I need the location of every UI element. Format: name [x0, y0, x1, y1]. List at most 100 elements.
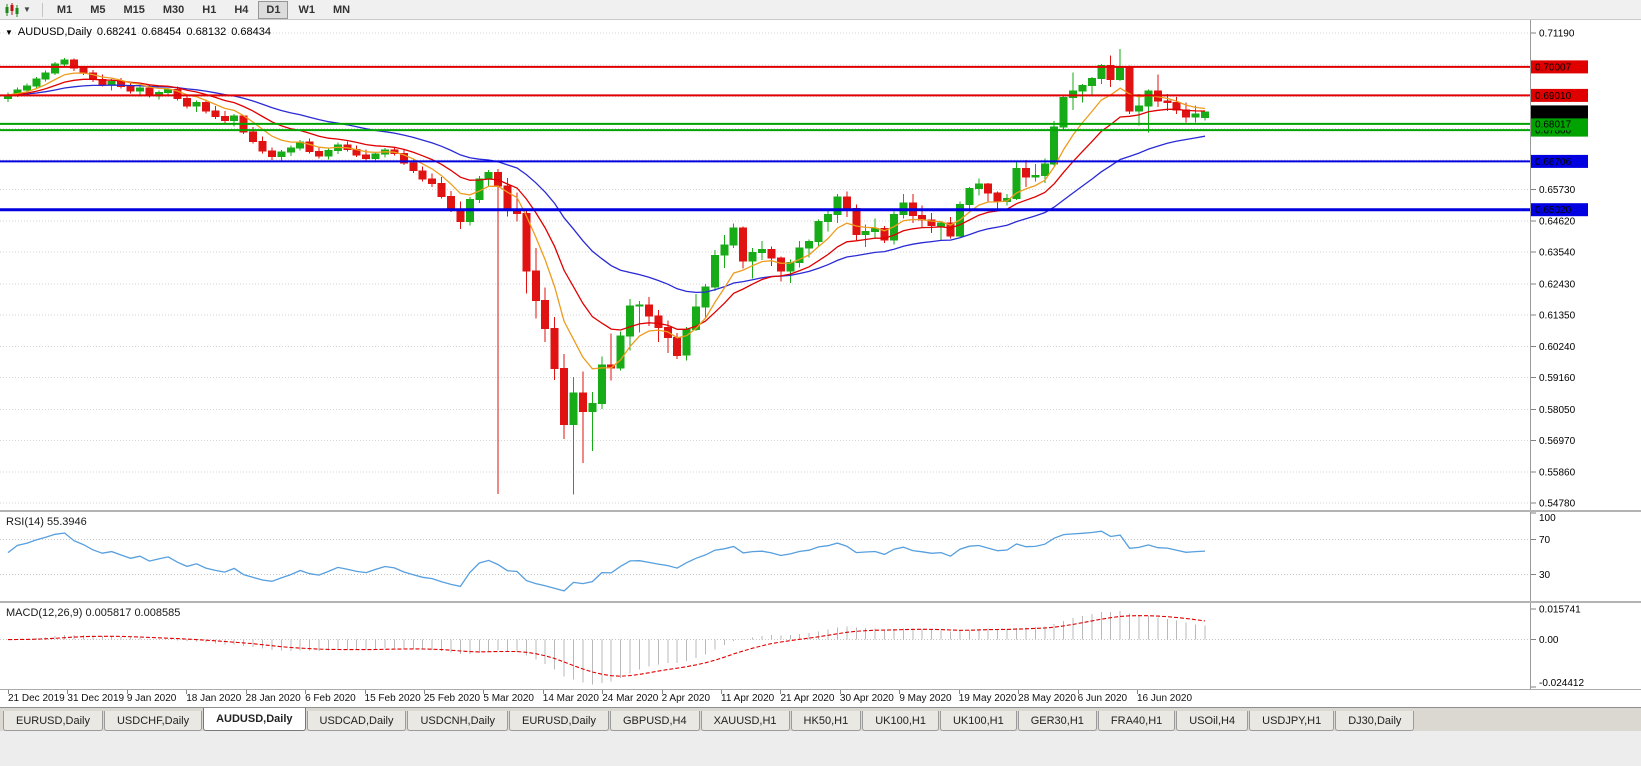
bottom-strip	[0, 731, 1641, 766]
date-axis-tick	[1018, 690, 1020, 694]
rsi-chart-canvas[interactable]: 100 70 30	[0, 512, 1641, 606]
date-axis-label: 19 May 2020	[958, 693, 1017, 704]
date-axis-label: 30 Apr 2020	[839, 693, 894, 704]
timeframe-button-D1[interactable]: D1	[258, 0, 289, 19]
timeframe-button-H4[interactable]: H4	[234, 3, 249, 16]
chart-symbol-label: AUDUSD,Daily	[17, 26, 92, 38]
date-axis-label: 28 Jan 2020	[245, 693, 301, 704]
date-axis-label: 24 Mar 2020	[602, 693, 659, 704]
timeframe-button-W1[interactable]: W1	[298, 3, 315, 16]
date-axis-tick	[721, 690, 723, 694]
chart-tab-USOil-H4[interactable]: USOil,H4	[1176, 711, 1249, 731]
svg-text:0.54780: 0.54780	[1539, 499, 1576, 510]
svg-text:0.69010: 0.69010	[1535, 91, 1572, 102]
macd-label: MACD(12,26,9) 0.005817 0.008585	[6, 607, 180, 619]
chart-tab-USDCAD-Daily[interactable]: USDCAD,Daily	[306, 711, 407, 731]
chart-tab-USDJPY-H1[interactable]: USDJPY,H1	[1249, 711, 1335, 731]
chart-tab-DJ30-Daily[interactable]: DJ30,Daily	[1335, 711, 1415, 731]
date-axis-tick	[1077, 690, 1079, 694]
svg-text:70: 70	[1539, 535, 1551, 546]
symbol-dropdown-icon[interactable]: ▼	[5, 28, 13, 37]
svg-text:0.58050: 0.58050	[1539, 405, 1576, 416]
timeframe-button-M15[interactable]: M15	[123, 3, 145, 16]
date-axis-label: 28 May 2020	[1018, 693, 1076, 704]
panel-separator[interactable]	[0, 601, 1641, 603]
macd-chart-canvas[interactable]: 0.015741 0.00 -0.024412	[0, 603, 1641, 694]
price-chart-canvas[interactable]: 0.711900.700800.689700.678600.667500.657…	[0, 20, 1641, 515]
date-axis-tick	[839, 690, 841, 694]
timeframe-button-M30[interactable]: M30	[162, 3, 185, 16]
svg-text:0.60240: 0.60240	[1539, 342, 1576, 353]
date-axis-tick	[186, 690, 188, 694]
chart-type-icon[interactable]	[4, 2, 20, 17]
timeframe-button-M5[interactable]: M5	[90, 3, 106, 16]
svg-text:0.59160: 0.59160	[1539, 373, 1576, 384]
date-axis-tick	[483, 690, 485, 694]
svg-text:0.56970: 0.56970	[1539, 436, 1576, 447]
svg-text:0.66706: 0.66706	[1535, 157, 1572, 168]
svg-text:0.00: 0.00	[1539, 635, 1559, 646]
chart-tab-GBPUSD-H4[interactable]: GBPUSD,H4	[610, 711, 700, 731]
chart-tab-XAUUSD-H1[interactable]: XAUUSD,H1	[700, 711, 790, 731]
timeframe-button-H1[interactable]: H1	[202, 3, 217, 16]
toolbar: ▼ M1 M5 M15 M30 H1 H4 D1 W1 MN	[0, 0, 1641, 20]
date-axis-tick	[542, 690, 544, 694]
date-axis-label: 2 Apr 2020	[661, 693, 710, 704]
date-axis-tick	[958, 690, 960, 694]
timeframe-button-group: M1 M5 M15 M30 H1 H4 D1 W1 MN	[48, 0, 359, 19]
svg-text:-0.024412: -0.024412	[1539, 678, 1584, 689]
ohlc-high: 0.68454	[141, 26, 182, 38]
date-axis-label: 5 Mar 2020	[483, 693, 534, 704]
macd-signal-value: 0.008585	[134, 607, 181, 619]
panel-separator[interactable]	[0, 510, 1641, 512]
date-axis-label: 21 Dec 2019	[8, 693, 65, 704]
date-axis-label: 15 Feb 2020	[364, 693, 421, 704]
date-axis-label: 6 Jun 2020	[1077, 693, 1128, 704]
svg-text:0.68434: 0.68434	[1535, 107, 1572, 118]
date-axis-tick	[423, 690, 425, 694]
svg-text:100: 100	[1539, 513, 1556, 524]
chart-tab-UK100-H1[interactable]: UK100,H1	[939, 711, 1017, 731]
chart-tab-FRA40-H1[interactable]: FRA40,H1	[1097, 711, 1176, 731]
date-axis-tick	[780, 690, 782, 694]
svg-text:0.71190: 0.71190	[1539, 29, 1575, 40]
rsi-indicator-panel[interactable]: 100 70 30 RSI(14) 55.3946	[0, 512, 1641, 601]
ohlc-open: 0.68241	[96, 26, 137, 38]
chart-ohlc-header: ▼ AUDUSD,Daily 0.68241 0.68454 0.68132 0.6843…	[5, 26, 276, 38]
timeframe-button-MN[interactable]: MN	[332, 3, 351, 16]
date-axis-label: 16 Jun 2020	[1137, 693, 1193, 704]
chart-tab-AUDUSD-Daily[interactable]: AUDUSD,Daily	[203, 708, 306, 731]
date-axis-label: 25 Feb 2020	[423, 693, 481, 704]
date-axis-label: 6 Feb 2020	[305, 693, 356, 704]
macd-main-value: 0.005817	[85, 607, 132, 619]
price-chart-panel[interactable]: 0.711900.700800.689700.678600.667500.657…	[0, 20, 1641, 510]
chart-tab-UK100-H1[interactable]: UK100,H1	[862, 711, 939, 731]
rsi-name: RSI(14)	[6, 516, 44, 528]
svg-text:0.015741: 0.015741	[1539, 605, 1581, 616]
chart-type-caret-icon[interactable]: ▼	[23, 5, 31, 14]
date-axis-tick	[1137, 690, 1138, 694]
svg-text:0.68017: 0.68017	[1535, 119, 1572, 130]
chart-tab-EURUSD-Daily[interactable]: EURUSD,Daily	[509, 711, 609, 731]
macd-indicator-panel[interactable]: 0.015741 0.00 -0.024412 MACD(12,26,9) 0.00…	[0, 603, 1641, 689]
chart-tab-HK50-H1[interactable]: HK50,H1	[790, 711, 862, 731]
date-axis[interactable]: 21 Dec 2019 31 Dec 2019 9 Jan 2020 18 Jan 2…	[0, 689, 1641, 707]
timeframe-button-M1[interactable]: M1	[56, 3, 73, 16]
ohlc-close: 0.68434	[231, 26, 271, 38]
svg-text:0.65020: 0.65020	[1535, 205, 1572, 216]
chart-tab-bar: EURUSD,Daily USDCHF,Daily AUDUSD,Daily USDC…	[0, 707, 1641, 731]
date-axis-label: 18 Jan 2020	[186, 693, 242, 704]
svg-text:0.61350: 0.61350	[1539, 310, 1576, 321]
chart-tab-EURUSD-Daily[interactable]: EURUSD,Daily	[3, 711, 103, 731]
chart-tab-USDCHF-Daily[interactable]: USDCHF,Daily	[103, 711, 203, 731]
chart-tab-USDCNH-Daily[interactable]: USDCNH,Daily	[407, 711, 509, 731]
date-axis-tick	[67, 690, 69, 694]
svg-text:0.65730: 0.65730	[1539, 185, 1576, 196]
chart-tab-GER30-H1[interactable]: GER30,H1	[1017, 711, 1097, 731]
svg-text:0.64620: 0.64620	[1539, 217, 1576, 228]
date-axis-label: 11 Apr 2020	[721, 693, 775, 704]
date-axis-tick	[8, 690, 9, 694]
svg-text:0.63540: 0.63540	[1539, 248, 1576, 259]
rsi-value: 55.3946	[46, 516, 87, 528]
